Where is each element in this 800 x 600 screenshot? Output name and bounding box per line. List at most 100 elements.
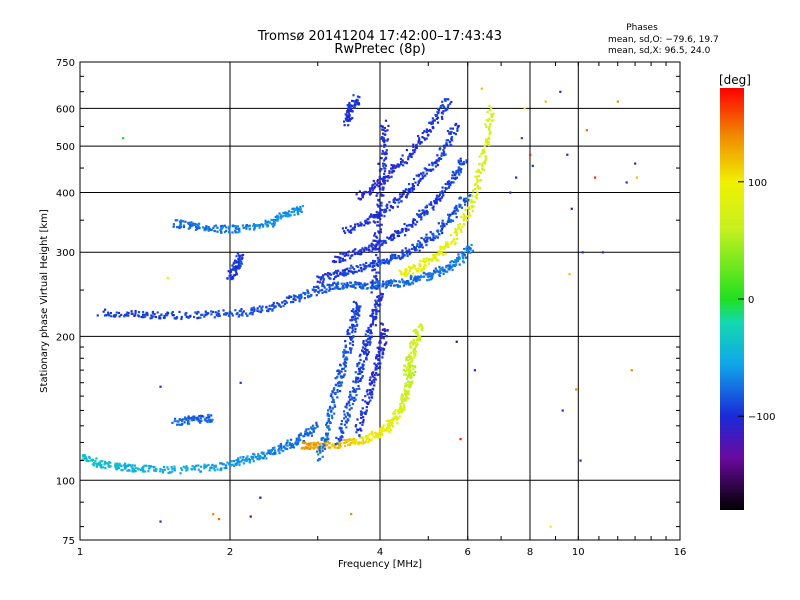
data-point xyxy=(310,427,314,430)
data-point xyxy=(414,350,417,353)
data-point xyxy=(327,417,330,421)
data-point xyxy=(370,382,373,385)
data-point xyxy=(205,419,208,422)
data-point xyxy=(359,416,363,419)
data-point xyxy=(162,465,166,469)
data-point xyxy=(523,107,526,110)
data-point xyxy=(149,317,152,320)
data-point xyxy=(436,230,440,233)
data-point xyxy=(431,272,434,275)
data-point xyxy=(387,124,390,127)
data-point xyxy=(385,426,389,430)
data-point xyxy=(317,453,320,456)
data-point xyxy=(280,214,283,217)
data-point xyxy=(170,312,173,315)
chart-title: Tromsø 20141204 17:42:00–17:43:43 xyxy=(257,29,502,44)
data-point xyxy=(350,347,353,350)
data-point xyxy=(442,151,446,154)
data-point xyxy=(380,427,384,430)
data-point xyxy=(431,117,434,120)
data-point xyxy=(238,461,241,464)
data-point xyxy=(408,386,411,389)
data-point xyxy=(413,342,416,345)
data-point xyxy=(446,180,449,184)
data-point xyxy=(367,341,370,344)
data-point xyxy=(343,358,346,361)
data-point xyxy=(369,323,372,327)
data-point xyxy=(271,308,274,311)
data-point xyxy=(356,101,359,105)
data-point xyxy=(386,259,390,262)
data-point xyxy=(408,353,411,356)
data-point xyxy=(446,108,449,111)
data-point xyxy=(444,109,447,112)
data-point xyxy=(312,428,315,431)
data-point xyxy=(366,337,370,341)
data-point xyxy=(386,138,390,141)
data-point xyxy=(318,446,321,449)
data-point xyxy=(436,253,439,256)
data-point xyxy=(384,286,387,289)
data-point xyxy=(372,261,376,265)
data-point xyxy=(340,273,343,276)
data-point xyxy=(271,304,275,307)
data-point xyxy=(420,243,423,246)
data-point xyxy=(291,443,295,446)
data-point xyxy=(300,210,303,214)
data-point xyxy=(94,462,98,465)
data-point xyxy=(130,310,133,313)
data-point xyxy=(380,201,383,204)
data-point xyxy=(410,223,413,227)
data-point xyxy=(285,296,288,299)
data-point xyxy=(386,179,389,182)
data-point xyxy=(634,162,637,165)
data-point xyxy=(355,306,358,309)
data-point xyxy=(425,204,428,207)
data-point xyxy=(459,228,463,231)
data-point xyxy=(172,314,175,317)
data-point xyxy=(568,273,571,276)
data-point xyxy=(354,327,357,331)
data-point xyxy=(442,152,445,155)
data-point xyxy=(431,238,434,241)
data-point xyxy=(134,466,137,470)
data-point xyxy=(364,440,368,443)
data-point xyxy=(290,444,293,447)
data-point xyxy=(299,208,302,211)
data-point xyxy=(354,281,357,284)
data-point xyxy=(270,223,273,226)
data-point xyxy=(411,343,415,346)
data-point xyxy=(308,447,312,450)
data-point xyxy=(415,277,418,280)
data-point xyxy=(245,457,248,460)
data-point xyxy=(343,230,346,233)
data-point xyxy=(236,462,239,465)
data-point xyxy=(403,271,406,275)
data-point xyxy=(380,124,383,128)
data-point xyxy=(359,372,362,375)
data-point xyxy=(432,236,435,239)
data-point xyxy=(395,415,398,418)
data-point xyxy=(402,408,406,411)
data-point xyxy=(346,104,349,107)
data-point xyxy=(154,315,158,319)
data-point xyxy=(443,190,447,193)
data-point xyxy=(363,264,366,267)
data-point xyxy=(422,265,426,269)
data-point xyxy=(190,225,193,228)
data-point xyxy=(228,231,231,234)
data-point xyxy=(366,218,369,221)
data-point xyxy=(141,467,144,470)
data-point xyxy=(357,380,360,384)
data-point xyxy=(377,350,380,353)
data-point xyxy=(366,349,369,352)
data-point xyxy=(340,435,343,438)
data-point xyxy=(211,310,215,314)
data-point xyxy=(427,129,430,132)
data-point xyxy=(375,355,378,359)
data-point xyxy=(444,252,447,255)
data-point xyxy=(445,241,448,244)
data-point xyxy=(229,268,232,271)
data-point xyxy=(371,283,374,286)
data-point xyxy=(402,368,405,372)
